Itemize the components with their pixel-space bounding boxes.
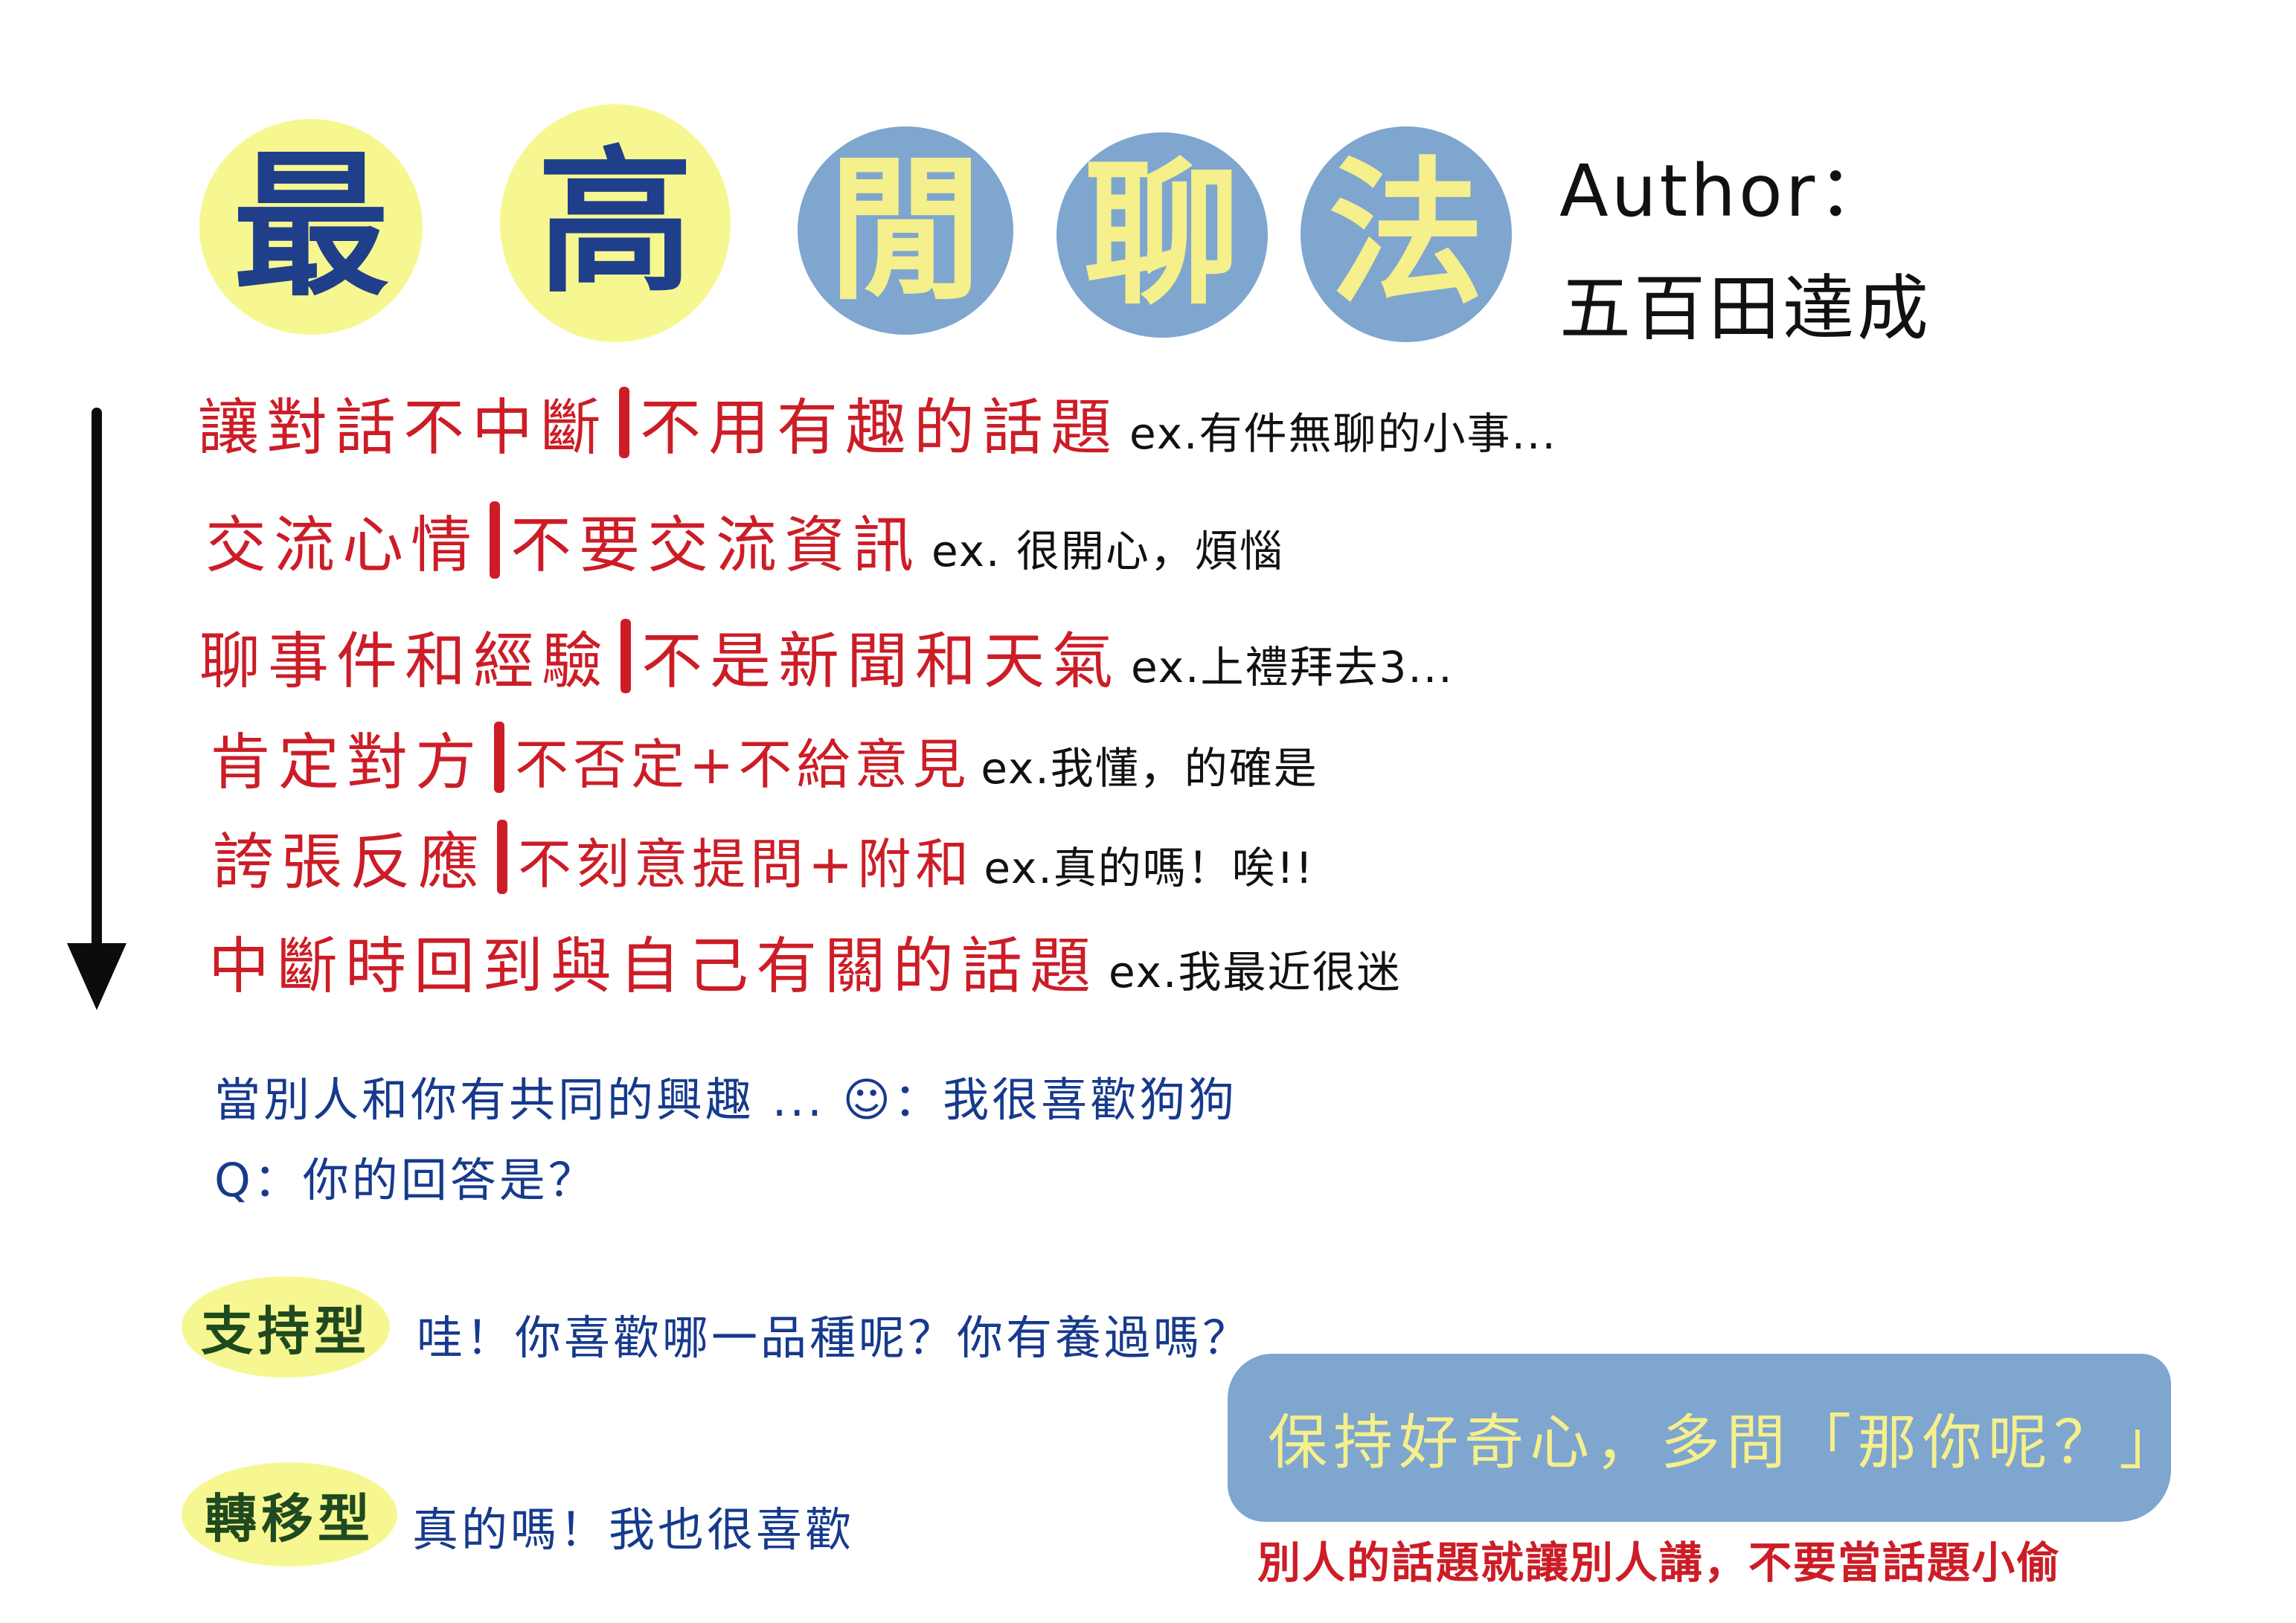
rule-sub: 不是新聞和天氣 [641, 626, 1121, 697]
rule-main: 肯定對方 [210, 727, 484, 798]
rule-row: 聊事件和經驗 不是新聞和天氣 ex.上禮拜去3... [199, 611, 1454, 700]
rule-sub: 不刻意提問+附和 [518, 833, 974, 896]
tip-banner-text: 保持好奇心，多問「那你呢？」 [1268, 1408, 2184, 1477]
rule-row: 中斷時回到與自己有關的話題 ex.我最近很迷 [208, 916, 1401, 1005]
rule-main: 讓對話不中斷 [198, 393, 609, 463]
rule-example: ex. 很開心，煩惱 [931, 526, 1284, 576]
divider-bar [497, 819, 508, 894]
tip-banner: 保持好奇心，多問「那你呢？」 [1228, 1354, 2184, 1522]
rule-sub: 不否定+不給意見 [515, 733, 971, 796]
type-tag-support: 支持型 [182, 1276, 390, 1378]
down-arrow-icon [67, 943, 126, 1010]
rule-main: 交流心情 [205, 510, 480, 581]
title-char: 聊 [1083, 144, 1240, 326]
type-tag-shift: 轉移型 [182, 1462, 397, 1566]
rule-example: ex.上禮拜去3... [1131, 642, 1454, 692]
rule-row: 肯定對方 不否定+不給意見 ex.我懂，的確是 [210, 713, 1318, 801]
question-prompt: Q：你的回答是？ [214, 1153, 597, 1207]
author-label: Author： [1559, 150, 1893, 233]
rule-row: 誇張反應 不刻意提問+附和 ex.真的嗎！唉!! [213, 812, 1314, 901]
type-tag-label: 支持型 [201, 1300, 371, 1362]
title-blob-4: 聊 [1056, 132, 1268, 338]
type-reply-support: 哇！你喜歡哪一品種呢？你有養過嗎？ [417, 1311, 1252, 1365]
title-char: 閒 [827, 139, 984, 321]
flow-arrow-shaft [92, 408, 102, 973]
rule-example: ex.我最近很迷 [1109, 947, 1402, 997]
divider-bar [619, 386, 630, 458]
rule-example: ex.有件無聊的小事... [1129, 408, 1557, 459]
rule-sub: 不要交流資訊 [510, 510, 922, 581]
title-blob-3: 閒 [798, 126, 1013, 335]
rule-main: 聊事件和經驗 [199, 626, 611, 697]
rule-sub: 不用有趣的話題 [640, 393, 1120, 463]
divider-bar [490, 501, 501, 579]
title-char: 高 [536, 132, 693, 314]
divider-bar [494, 721, 505, 793]
rule-example: ex.我懂，的確是 [981, 743, 1318, 794]
rule-main: 誇張反應 [213, 827, 487, 898]
title-blob-5: 法 [1301, 126, 1512, 342]
title-char: 最 [232, 135, 389, 318]
author-name: 五百田達成 [1559, 267, 1931, 350]
type-tag-label: 轉移型 [205, 1488, 374, 1549]
rule-row: 讓對話不中斷 不用有趣的話題 ex.有件無聊的小事... [198, 378, 1557, 466]
type-reply-shift: 真的嗎！我也很喜歡 [412, 1503, 855, 1557]
rule-row: 交流心情 不要交流資訊 ex. 很開心，煩惱 [205, 495, 1284, 584]
divider-bar [621, 618, 632, 693]
rule-main: 中斷時回到與自己有關的話題 [208, 931, 1099, 1002]
title-blob-1: 最 [199, 119, 423, 335]
author-block: Author： 五百田達成 [1559, 132, 1931, 367]
title-char: 法 [1327, 143, 1484, 325]
scenario-text: 當別人和你有共同的興趣 ... ☺︎：我很喜歡狗狗 [214, 1073, 1238, 1127]
title-blob-2: 高 [500, 104, 731, 342]
tip-banner-note: 別人的話題就讓別人講，不要當話題小偷 [1257, 1537, 2062, 1588]
rule-example: ex.真的嗎！唉!! [984, 843, 1315, 893]
